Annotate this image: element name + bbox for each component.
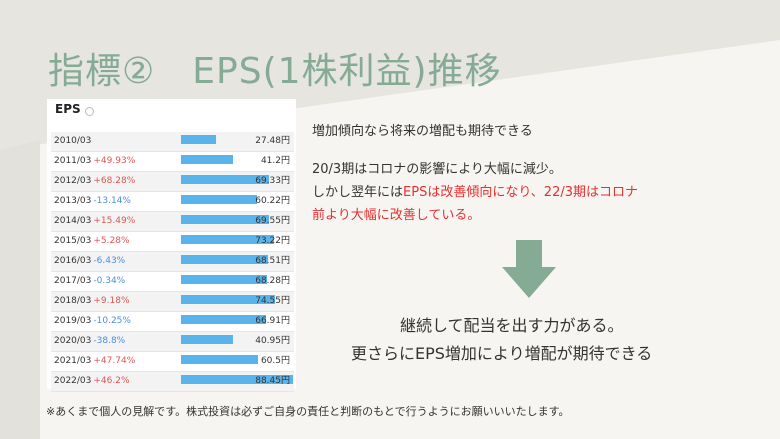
row-year: 2021/03 +47.74% <box>54 352 135 371</box>
text-line-2: 20/3期はコロナの影響により大幅に減少。 <box>312 162 562 177</box>
row-year: 2012/03 +68.28% <box>54 172 135 191</box>
eps-bar <box>181 315 266 324</box>
row-year: 2010/03 <box>54 132 91 151</box>
table-row: 2015/03 +5.28% 73.22円 <box>51 232 294 252</box>
page-title: 指標② EPS(1株利益)推移 <box>48 51 502 92</box>
row-year: 2018/03 +9.18% <box>54 292 130 311</box>
eps-bar <box>181 255 268 264</box>
row-change: -0.34% <box>93 276 126 286</box>
eps-bar <box>181 175 269 184</box>
table-row: 2022/03 +46.2% 88.45円 <box>51 372 294 392</box>
row-year: 2013/03 -13.14% <box>54 192 131 211</box>
text-line-3-highlight: EPSは改善傾向になり、22/3期はコロナ <box>403 185 638 200</box>
table-row: 2017/03 -0.34% 68.28円 <box>51 272 294 292</box>
row-change: -10.25% <box>93 316 131 326</box>
row-year: 2022/03 +46.2% <box>54 372 130 391</box>
row-change: +15.49% <box>93 216 136 226</box>
row-year-label: 2013/03 <box>54 196 92 206</box>
row-value: 40.95円 <box>255 336 290 346</box>
table-row: 2011/03 +49.93% 41.2円 <box>51 152 294 172</box>
text-line-4: 前より大幅に改善している。 <box>312 208 481 223</box>
text-line-3-plain: しかし翌年には <box>312 185 404 200</box>
row-change: +68.28% <box>93 176 136 186</box>
eps-heading: EPS <box>55 102 81 116</box>
eps-bar <box>181 195 257 204</box>
row-change: +5.28% <box>93 236 130 246</box>
row-change: +9.18% <box>93 296 130 306</box>
text-line-1: 増加傾向なら将来の増配も期待できる <box>312 124 533 139</box>
table-row: 2014/03 +15.49% 69.55円 <box>51 212 294 232</box>
row-year-label: 2011/03 <box>54 156 92 166</box>
row-year: 2019/03 -10.25% <box>54 312 131 331</box>
table-row: 2019/03 -10.25% 66.91円 <box>51 312 294 332</box>
row-change: -13.14% <box>93 196 131 206</box>
row-year: 2014/03 +15.49% <box>54 212 135 231</box>
row-year: 2015/03 +5.28% <box>54 232 130 251</box>
row-year: 2016/03 -6.43% <box>54 252 125 271</box>
row-year-label: 2019/03 <box>54 316 92 326</box>
eps-bar <box>181 135 216 144</box>
eps-bar <box>181 335 233 344</box>
row-change: -6.43% <box>93 256 126 266</box>
row-value: 69.55円 <box>255 216 290 226</box>
row-year-label: 2022/03 <box>54 376 92 386</box>
row-value: 88.45円 <box>255 376 290 386</box>
eps-bar <box>181 155 233 164</box>
row-year-label: 2016/03 <box>54 256 92 266</box>
row-year-label: 2014/03 <box>54 216 92 226</box>
row-year-label: 2020/03 <box>54 336 92 346</box>
eps-bar <box>181 295 275 304</box>
table-row: 2021/03 +47.74% 60.5円 <box>51 352 294 372</box>
row-year: 2011/03 +49.93% <box>54 152 135 171</box>
row-year-label: 2021/03 <box>54 356 92 366</box>
table-row: 2010/03 27.48円 <box>51 132 294 152</box>
conclusion-line-2: 更さらにEPS増加により増配が期待できる <box>351 344 653 363</box>
row-value: 60.5円 <box>260 356 290 366</box>
info-icon <box>85 107 94 116</box>
row-change: +46.2% <box>93 376 130 386</box>
down-arrow-icon <box>502 240 556 298</box>
table-row: 2013/03 -13.14% 60.22円 <box>51 192 294 212</box>
row-value: 73.22円 <box>255 236 290 246</box>
row-year-label: 2015/03 <box>54 236 92 246</box>
row-value: 68.28円 <box>255 276 290 286</box>
row-year-label: 2017/03 <box>54 276 92 286</box>
row-year-label: 2018/03 <box>54 296 92 306</box>
row-value: 66.91円 <box>255 316 290 326</box>
row-value: 69.33円 <box>255 176 290 186</box>
row-change: +47.74% <box>93 356 136 366</box>
eps-bar <box>181 215 269 224</box>
table-row: 2016/03 -6.43% 68.51円 <box>51 252 294 272</box>
row-change: -38.8% <box>93 336 126 346</box>
text-line-3: しかし翌年にはEPSは改善傾向になり、22/3期はコロナ <box>312 183 638 203</box>
eps-bar <box>181 275 267 284</box>
row-change: +49.93% <box>93 156 136 166</box>
table-row: 2020/03 -38.8% 40.95円 <box>51 332 294 352</box>
row-value: 74.55円 <box>255 296 290 306</box>
conclusion-line-1: 継続して配当を出す力がある。 <box>400 316 624 335</box>
eps-bar <box>181 235 274 244</box>
eps-bar <box>181 375 293 384</box>
eps-table: 2010/03 27.48円 2011/03 +49.93% 41.2円 2012/03 +… <box>51 132 294 392</box>
row-year-label: 2010/03 <box>54 136 92 146</box>
disclaimer-note: ※あくまで個人の見解です。株式投資は必ずご自身の責任と判断のもとで行うようにお願… <box>46 405 570 418</box>
row-value: 27.48円 <box>255 136 290 146</box>
eps-table-panel: EPS 2010/03 27.48円 2011/03 +49.93% 41.2円 2012… <box>47 99 296 392</box>
row-year: 2020/03 -38.8% <box>54 332 125 351</box>
row-value: 68.51円 <box>255 256 290 266</box>
row-year: 2017/03 -0.34% <box>54 272 125 291</box>
row-year-label: 2012/03 <box>54 176 92 186</box>
table-row: 2012/03 +68.28% 69.33円 <box>51 172 294 192</box>
row-value: 41.2円 <box>260 156 290 166</box>
row-value: 60.22円 <box>255 196 290 206</box>
table-row: 2018/03 +9.18% 74.55円 <box>51 292 294 312</box>
eps-bar <box>181 355 258 364</box>
